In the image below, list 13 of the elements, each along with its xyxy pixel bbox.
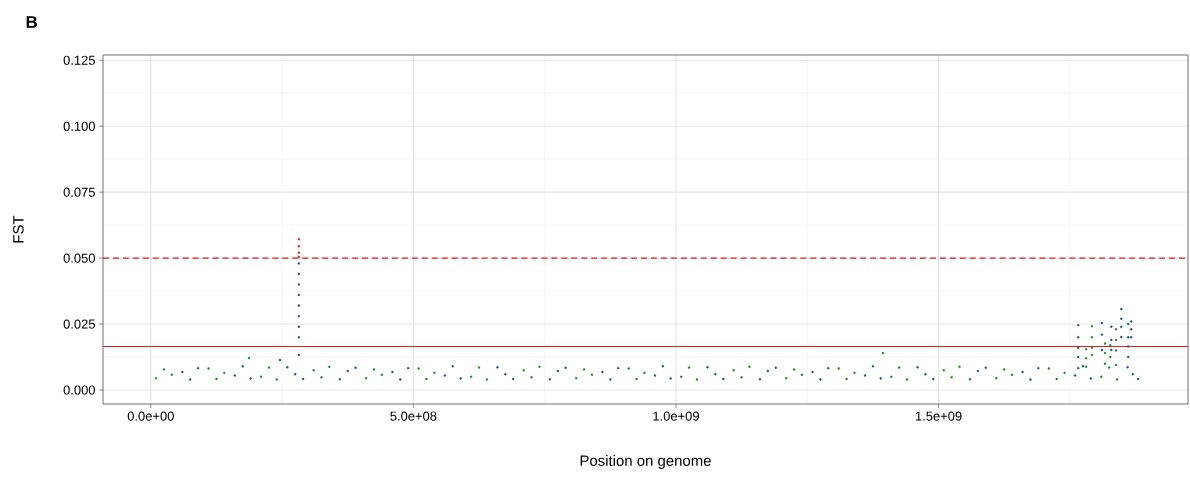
y-tick-label: 0.075 [63, 187, 95, 197]
x-tick-label: 1.5e+09 [915, 411, 962, 421]
y-tick-label: 0.125 [63, 55, 95, 65]
y-tick-label: 0.050 [63, 253, 95, 263]
x-tick-label: 0.0e+00 [127, 411, 174, 421]
y-tick-label: 0.000 [63, 385, 95, 395]
y-axis-title: FST [13, 215, 24, 243]
x-axis-title: Position on genome [580, 454, 711, 469]
x-tick-label: 5.0e+08 [390, 411, 437, 421]
y-tick-label: 0.100 [63, 121, 95, 131]
x-tick-label: 1.0e+09 [653, 411, 699, 421]
y-tick-label: 0.025 [63, 319, 95, 329]
chart-title: B [26, 16, 37, 28]
